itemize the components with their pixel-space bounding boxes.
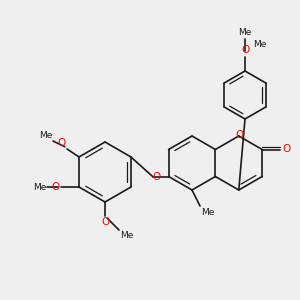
Text: O: O: [236, 130, 244, 140]
Text: Me: Me: [253, 40, 266, 49]
Text: O: O: [242, 45, 250, 55]
Text: O: O: [58, 138, 66, 148]
Text: Me: Me: [238, 28, 252, 37]
Text: Me: Me: [39, 131, 52, 140]
Text: O: O: [152, 172, 161, 182]
Text: O: O: [282, 145, 290, 154]
Text: Me: Me: [201, 208, 214, 217]
Text: Me: Me: [120, 231, 134, 240]
Text: O: O: [101, 217, 109, 227]
Text: O: O: [52, 182, 60, 192]
Text: Me: Me: [33, 182, 46, 191]
